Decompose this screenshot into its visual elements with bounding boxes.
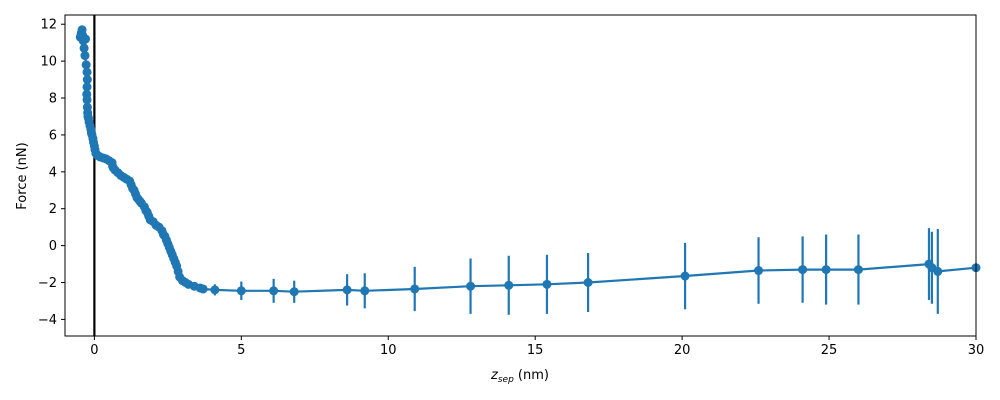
data-point: [236, 286, 246, 296]
data-point: [754, 266, 764, 276]
data-point: [583, 278, 593, 287]
y-tick-label: 2: [49, 202, 57, 217]
data-point: [542, 279, 552, 289]
data-point: [933, 266, 943, 276]
data-point: [198, 284, 208, 294]
plot-area: [65, 15, 976, 336]
y-tick-label: 4: [49, 165, 57, 180]
data-point: [79, 43, 89, 53]
data-point: [342, 285, 352, 295]
x-tick-label: 10: [380, 343, 397, 358]
data-point: [289, 287, 299, 297]
x-tick-label: 0: [90, 343, 98, 358]
data-point: [504, 280, 514, 290]
x-axis-label: zsep (nm): [490, 368, 549, 385]
data-point: [821, 265, 831, 275]
y-tick-label: 0: [49, 239, 57, 254]
y-tick-label: −2: [38, 276, 57, 291]
data-point: [210, 285, 220, 295]
y-tick-label: 8: [49, 92, 57, 107]
x-tick-label: 30: [968, 343, 985, 358]
data-point: [798, 265, 808, 275]
y-tick-label: 12: [40, 18, 57, 33]
data-point: [81, 60, 91, 70]
data-point: [82, 95, 92, 105]
x-tick-label: 20: [674, 343, 691, 358]
y-tick-label: 6: [49, 128, 57, 143]
y-tick-label: −4: [38, 313, 57, 328]
data-point: [80, 51, 90, 61]
data-point: [466, 281, 476, 291]
data-point: [410, 284, 420, 294]
data-point: [360, 286, 370, 296]
plot-frame: [64, 14, 977, 337]
y-tick-label: 10: [40, 55, 57, 70]
x-tick-label: 5: [237, 343, 245, 358]
x-tick-label: 15: [527, 343, 544, 358]
data-point: [680, 271, 690, 281]
data-point: [853, 265, 863, 275]
y-axis-label: Force (nN): [15, 142, 30, 209]
data-point: [269, 286, 279, 296]
x-tick-label: 25: [821, 343, 838, 358]
data-point: [82, 75, 92, 85]
data-point: [82, 67, 92, 77]
data-point: [82, 82, 92, 92]
data-point: [81, 34, 91, 44]
